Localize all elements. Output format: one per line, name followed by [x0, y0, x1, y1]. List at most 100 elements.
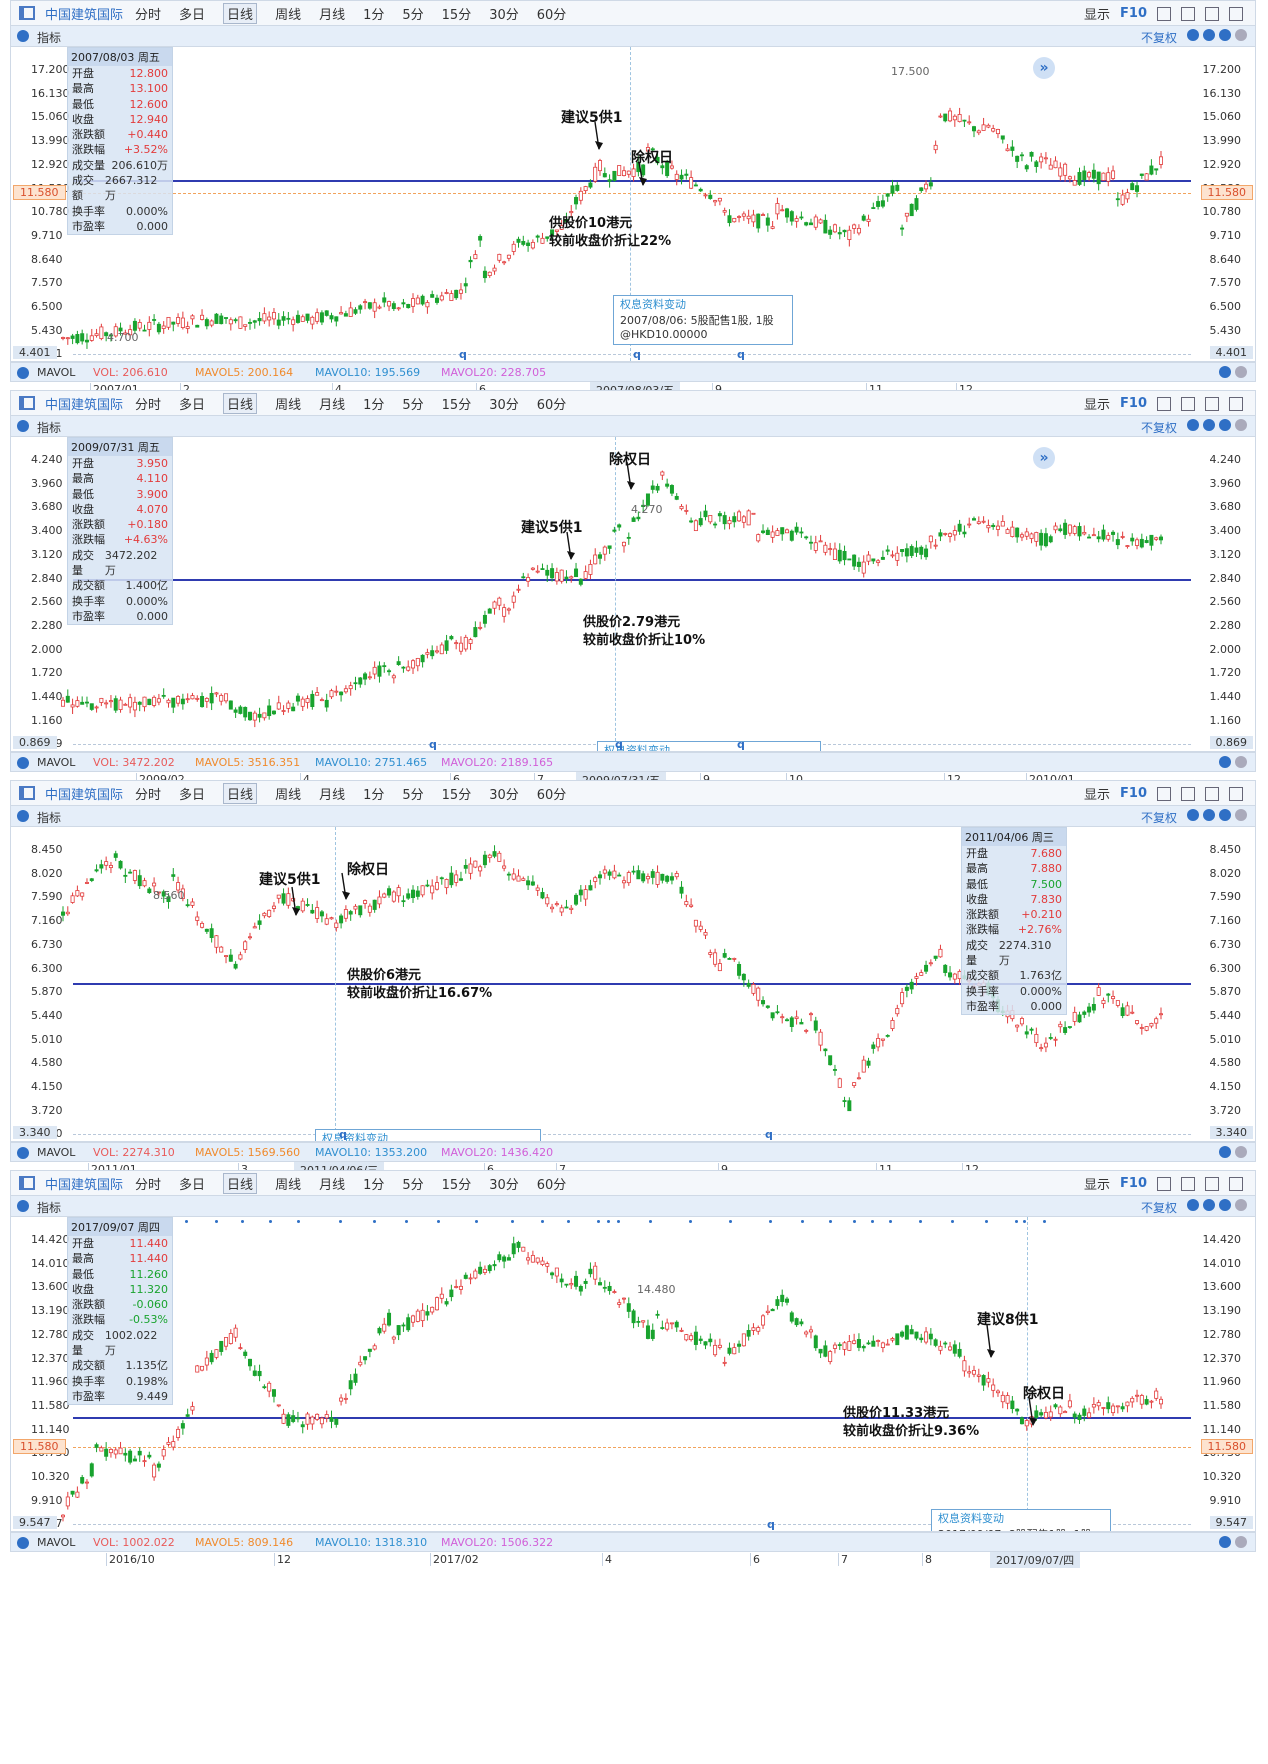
layout-icon[interactable] [1157, 1176, 1171, 1191]
period-tab[interactable]: 多日 [179, 787, 206, 803]
collapse-icon[interactable] [17, 30, 29, 42]
period-tab[interactable]: 多日 [179, 1177, 206, 1193]
period-tab[interactable]: 周线 [275, 787, 302, 803]
period-tab[interactable]: 分时 [135, 7, 162, 23]
collapse-icon[interactable] [17, 1200, 29, 1212]
event-marker-dot[interactable] [871, 1220, 874, 1223]
fullscreen-icon[interactable] [1205, 6, 1219, 21]
pen-icon[interactable] [1181, 396, 1195, 411]
period-tab[interactable]: 月线 [319, 397, 346, 413]
event-marker-dot[interactable] [541, 1220, 544, 1223]
dividend-marker[interactable]: q [767, 1518, 775, 1531]
event-marker-dot[interactable] [951, 1220, 954, 1223]
remove-icon[interactable] [1219, 29, 1231, 41]
f10-button[interactable]: F10 [1120, 6, 1147, 21]
event-marker-dot[interactable] [215, 1220, 218, 1223]
period-tab[interactable]: 分时 [135, 397, 162, 413]
add-icon[interactable] [1203, 29, 1215, 41]
period-tab[interactable]: 1分 [363, 7, 385, 23]
event-marker-dot[interactable] [729, 1220, 732, 1223]
period-tab[interactable]: 1分 [363, 397, 385, 413]
expand-panel-button[interactable]: » [1033, 57, 1055, 79]
dividend-marker[interactable]: q [737, 738, 745, 751]
period-tab[interactable]: 60分 [536, 397, 567, 413]
event-marker-dot[interactable] [597, 1220, 600, 1223]
event-marker-dot[interactable] [241, 1220, 244, 1223]
close-icon[interactable] [1219, 1146, 1231, 1158]
event-marker-dot[interactable] [689, 1220, 692, 1223]
event-marker-dot[interactable] [567, 1220, 570, 1223]
volume-collapse-icon[interactable] [17, 367, 29, 379]
adjust-mode-link[interactable]: 不复权 [1140, 1201, 1177, 1215]
window-icon[interactable] [1229, 1176, 1243, 1191]
sidebar-toggle-icon[interactable] [19, 396, 35, 410]
event-marker-dot[interactable] [475, 1220, 478, 1223]
settings-icon[interactable] [1235, 366, 1247, 378]
period-tab[interactable]: 周线 [275, 397, 302, 413]
event-marker-dot[interactable] [339, 1220, 342, 1223]
display-menu[interactable]: 显示 [1084, 8, 1111, 23]
pen-icon[interactable] [1181, 6, 1195, 21]
display-menu[interactable]: 显示 [1084, 1178, 1111, 1193]
period-tab[interactable]: 周线 [275, 1177, 302, 1193]
remove-icon[interactable] [1219, 1199, 1231, 1211]
period-tab[interactable]: 月线 [319, 7, 346, 23]
layout-icon[interactable] [1157, 6, 1171, 21]
volume-collapse-icon[interactable] [17, 1537, 29, 1549]
period-tab[interactable]: 30分 [489, 1177, 519, 1193]
dividend-marker[interactable]: q [633, 348, 641, 361]
settings-icon[interactable] [1235, 809, 1247, 821]
event-marker-dot[interactable] [1043, 1220, 1046, 1223]
layout-icon[interactable] [1157, 396, 1171, 411]
period-tab[interactable]: 30分 [489, 397, 519, 413]
period-tab[interactable]: 15分 [441, 397, 472, 413]
event-marker-dot[interactable] [437, 1220, 440, 1223]
settings-icon[interactable] [1235, 29, 1247, 41]
window-icon[interactable] [1229, 396, 1243, 411]
sidebar-toggle-icon[interactable] [19, 1176, 35, 1190]
dividend-marker[interactable]: q [339, 1128, 347, 1141]
layout-icon[interactable] [1157, 786, 1171, 801]
f10-button[interactable]: F10 [1120, 396, 1147, 411]
period-tab[interactable]: 5分 [402, 397, 424, 413]
expand-panel-button[interactable]: » [1033, 447, 1055, 469]
window-icon[interactable] [1229, 786, 1243, 801]
collapse-icon[interactable] [17, 420, 29, 432]
period-tab[interactable]: 30分 [489, 7, 519, 23]
settings-icon[interactable] [1235, 756, 1247, 768]
collapse-icon[interactable] [17, 810, 29, 822]
period-tab[interactable]: 5分 [402, 1177, 424, 1193]
fullscreen-icon[interactable] [1205, 1176, 1219, 1191]
close-icon[interactable] [1219, 1536, 1231, 1548]
period-tab[interactable]: 日线 [223, 2, 258, 24]
period-tab[interactable]: 1分 [363, 1177, 385, 1193]
period-tab[interactable]: 多日 [179, 7, 206, 23]
event-marker-dot[interactable] [829, 1220, 832, 1223]
adjust-mode-link[interactable]: 不复权 [1140, 421, 1177, 435]
adjust-mode-link[interactable]: 不复权 [1140, 811, 1177, 825]
event-marker-dot[interactable] [185, 1220, 188, 1223]
remove-icon[interactable] [1219, 809, 1231, 821]
display-menu[interactable]: 显示 [1084, 788, 1111, 803]
period-tab[interactable]: 日线 [223, 782, 258, 804]
add-icon[interactable] [1203, 419, 1215, 431]
period-tab[interactable]: 月线 [319, 787, 346, 803]
period-tab[interactable]: 5分 [402, 7, 424, 23]
event-marker-dot[interactable] [985, 1220, 988, 1223]
event-marker-dot[interactable] [1015, 1220, 1018, 1223]
event-marker-dot[interactable] [801, 1220, 804, 1223]
period-tab[interactable]: 分时 [135, 1177, 162, 1193]
period-tab[interactable]: 分时 [135, 787, 162, 803]
event-marker-dot[interactable] [617, 1220, 620, 1223]
stock-name-link[interactable]: 中国建筑国际 [45, 1177, 124, 1193]
add-icon[interactable] [1203, 1199, 1215, 1211]
event-marker-dot[interactable] [889, 1220, 892, 1223]
remove-icon[interactable] [1219, 419, 1231, 431]
volume-collapse-icon[interactable] [17, 757, 29, 769]
event-marker-dot[interactable] [607, 1220, 610, 1223]
settings-icon[interactable] [1235, 1199, 1247, 1211]
period-tab[interactable]: 30分 [489, 787, 519, 803]
event-marker-dot[interactable] [1023, 1220, 1026, 1223]
undo-icon[interactable] [1187, 419, 1199, 431]
event-marker-dot[interactable] [769, 1220, 772, 1223]
